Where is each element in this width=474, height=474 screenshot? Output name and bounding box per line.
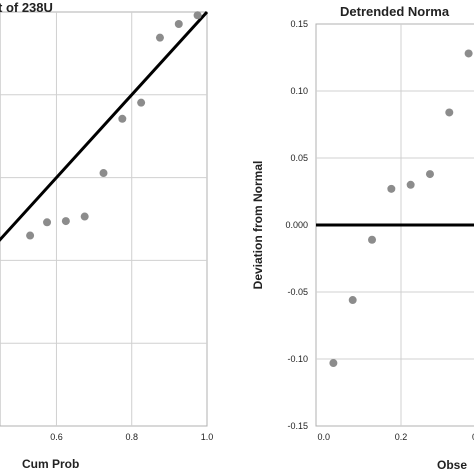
left-x-tick-label: 1.0	[201, 432, 214, 442]
left-reference-line	[0, 10, 209, 242]
normal-qq-plot-panel: 0.6 0.8 1.0 t of 238U Cum Prob	[0, 0, 213, 471]
right-y-tick-labels: -0.15 -0.10 -0.05 0.000 0.05 0.10 0.15	[285, 19, 308, 431]
left-data-point	[155, 33, 164, 42]
right-y-tick-label: 0.10	[290, 86, 308, 96]
right-data-point	[368, 235, 377, 244]
left-data-point	[80, 212, 89, 221]
right-y-tick-label: 0.000	[285, 220, 308, 230]
left-x-tick-label: 0.8	[125, 432, 138, 442]
right-y-tick-label: -0.10	[287, 354, 308, 364]
right-data-point	[387, 184, 396, 193]
right-x-axis-label: Obse	[437, 458, 467, 472]
right-data-point	[464, 49, 473, 58]
right-y-axis-label: Deviation from Normal	[251, 161, 265, 290]
right-chart-title: Detrended Norma	[340, 4, 450, 19]
right-x-tick-label: 0.2	[395, 432, 408, 442]
left-gridlines	[0, 12, 207, 426]
left-x-tick-label: 0.6	[50, 432, 63, 442]
right-x-tick-labels: 0.0 0.2 0.4	[317, 432, 474, 442]
right-gridlines	[316, 24, 474, 426]
left-data-point	[26, 231, 35, 240]
left-data-point	[99, 169, 108, 178]
left-data-point	[174, 20, 183, 29]
right-y-tick-label: -0.15	[287, 421, 308, 431]
left-x-axis-label: Cum Prob	[22, 457, 79, 471]
left-data-point	[193, 11, 202, 20]
right-x-tick-label: 0.4	[472, 432, 474, 442]
left-diagonal-line	[0, 10, 209, 242]
left-chart-title: t of 238U	[0, 0, 53, 15]
left-data-point	[61, 217, 70, 226]
right-data-point	[445, 108, 454, 117]
right-x-tick-label: 0.0	[317, 432, 330, 442]
left-data-point	[137, 98, 146, 107]
right-data-point	[425, 170, 434, 179]
right-data-points	[329, 49, 473, 368]
right-y-tick-label: -0.05	[287, 287, 308, 297]
right-y-tick-label: 0.15	[290, 19, 308, 29]
left-x-tick-labels: 0.6 0.8 1.0	[50, 432, 213, 442]
right-data-point	[329, 359, 338, 368]
left-data-point	[118, 114, 127, 123]
right-y-tick-label: 0.05	[290, 153, 308, 163]
left-plot-area	[0, 11, 208, 427]
right-data-point	[348, 296, 357, 305]
detrended-qq-plot-panel: 0.0 0.2 0.4 -0.15 -0.10 -0.05 0.000 0.05 0.10 0.…	[251, 4, 474, 472]
right-data-point	[406, 180, 415, 189]
left-data-points	[26, 11, 202, 240]
left-data-point	[43, 218, 52, 227]
